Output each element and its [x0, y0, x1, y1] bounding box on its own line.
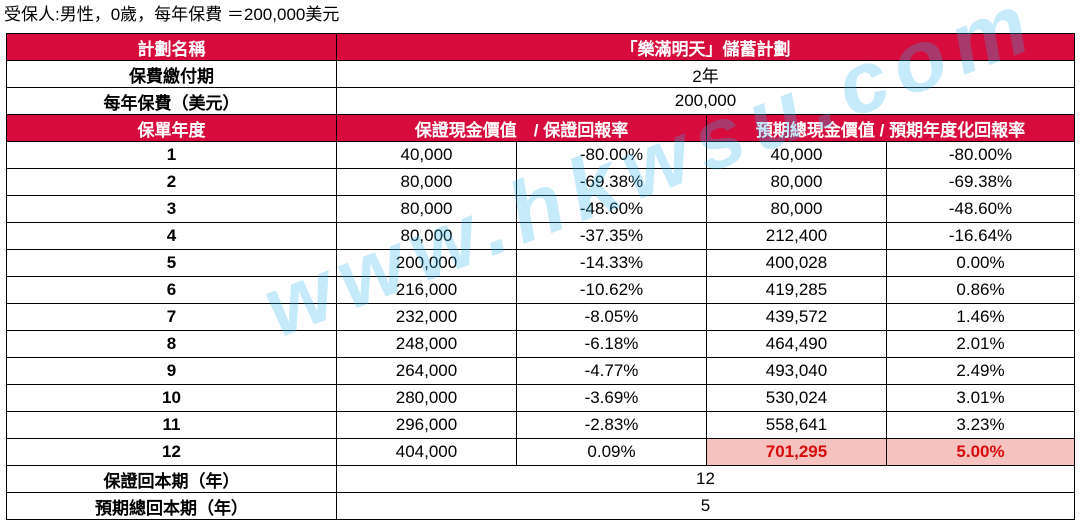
projected-return: 1.46% [886, 303, 1075, 331]
annual-premium-row: 每年保費（美元） 200,000 [6, 87, 1075, 115]
table-row: 7 232,000 -8.05% 439,572 1.46% [6, 303, 1075, 331]
guaranteed-cash-value: 80,000 [336, 168, 517, 196]
table-row: 6 216,000 -10.62% 419,285 0.86% [6, 276, 1075, 304]
policy-year: 3 [6, 195, 337, 223]
policy-year: 7 [6, 303, 337, 331]
table-row: 3 80,000 -48.60% 80,000 -48.60% [6, 195, 1075, 223]
guaranteed-breakeven-label: 保證回本期（年） [6, 465, 337, 493]
table-row: 4 80,000 -37.35% 212,400 -16.64% [6, 222, 1075, 250]
policy-year: 1 [6, 141, 337, 169]
table-row: 8 248,000 -6.18% 464,490 2.01% [6, 330, 1075, 358]
projected-breakeven-row: 預期總回本期（年） 5 [6, 492, 1075, 520]
projected-return: -48.60% [886, 195, 1075, 223]
guaranteed-return: 0.09% [516, 438, 707, 466]
projected-breakeven-value: 5 [336, 492, 1075, 520]
projected-cash-value-highlight: 701,295 [706, 438, 887, 466]
projected-return: -16.64% [886, 222, 1075, 250]
guaranteed-cash-value: 280,000 [336, 384, 517, 412]
guaranteed-return: -14.33% [516, 249, 707, 277]
projected-header: 預期總現金價值 / 預期年度化回報率 [706, 114, 1075, 142]
projected-cash-value: 80,000 [706, 195, 887, 223]
policy-year-header: 保單年度 [6, 114, 337, 142]
projected-cash-value: 493,040 [706, 357, 887, 385]
payment-term-label: 保費繳付期 [6, 60, 337, 88]
guaranteed-return: -2.83% [516, 411, 707, 439]
payment-term-value: 2年 [336, 60, 1075, 88]
guaranteed-return: -37.35% [516, 222, 707, 250]
guaranteed-cash-value: 296,000 [336, 411, 517, 439]
guaranteed-return: -48.60% [516, 195, 707, 223]
guaranteed-cash-value: 404,000 [336, 438, 517, 466]
guaranteed-return: -10.62% [516, 276, 707, 304]
guaranteed-cash-value: 80,000 [336, 195, 517, 223]
projected-breakeven-label: 預期總回本期（年） [6, 492, 337, 520]
projected-return: 2.49% [886, 357, 1075, 385]
table-row: 2 80,000 -69.38% 80,000 -69.38% [6, 168, 1075, 196]
payment-term-row: 保費繳付期 2年 [6, 60, 1075, 88]
annual-premium-value: 200,000 [336, 87, 1075, 115]
guaranteed-return: -80.00% [516, 141, 707, 169]
projected-return: 3.23% [886, 411, 1075, 439]
projected-cash-value: 558,641 [706, 411, 887, 439]
table-row: 10 280,000 -3.69% 530,024 3.01% [6, 384, 1075, 412]
plan-name: 「樂滿明天」儲蓄計劃 [336, 33, 1075, 61]
projected-cash-value: 419,285 [706, 276, 887, 304]
policy-year: 5 [6, 249, 337, 277]
guaranteed-return: -3.69% [516, 384, 707, 412]
guaranteed-header: 保證現金價值 / 保證回報率 [336, 114, 707, 142]
guaranteed-cash-value: 248,000 [336, 330, 517, 358]
policy-year: 6 [6, 276, 337, 304]
policy-year: 2 [6, 168, 337, 196]
guaranteed-return: -69.38% [516, 168, 707, 196]
savings-plan-table: 計劃名稱 「樂滿明天」儲蓄計劃 保費繳付期 2年 每年保費（美元） 200,00… [6, 33, 1075, 520]
table-row: 12 404,000 0.09% 701,295 5.00% [6, 438, 1075, 466]
policy-year: 8 [6, 330, 337, 358]
plan-name-row: 計劃名稱 「樂滿明天」儲蓄計劃 [6, 33, 1075, 61]
guaranteed-cash-value: 232,000 [336, 303, 517, 331]
projected-return: 2.01% [886, 330, 1075, 358]
guaranteed-cash-value: 264,000 [336, 357, 517, 385]
policy-year: 11 [6, 411, 337, 439]
guaranteed-cash-value: 200,000 [336, 249, 517, 277]
projected-cash-value: 439,572 [706, 303, 887, 331]
projected-cash-value: 530,024 [706, 384, 887, 412]
table-row: 11 296,000 -2.83% 558,641 3.23% [6, 411, 1075, 439]
insured-caption: 受保人:男性，0歲，每年保費 ＝200,000美元 [4, 5, 340, 24]
annual-premium-label: 每年保費（美元） [6, 87, 337, 115]
projected-return: 0.00% [886, 249, 1075, 277]
policy-year: 9 [6, 357, 337, 385]
guaranteed-cash-value: 80,000 [336, 222, 517, 250]
projected-return: -80.00% [886, 141, 1075, 169]
projected-cash-value: 464,490 [706, 330, 887, 358]
guaranteed-cash-value: 216,000 [336, 276, 517, 304]
projected-cash-value: 40,000 [706, 141, 887, 169]
table-row: 9 264,000 -4.77% 493,040 2.49% [6, 357, 1075, 385]
projected-cash-value: 212,400 [706, 222, 887, 250]
guaranteed-breakeven-value: 12 [336, 465, 1075, 493]
guaranteed-breakeven-row: 保證回本期（年） 12 [6, 465, 1075, 493]
projected-return: 3.01% [886, 384, 1075, 412]
table-row: 5 200,000 -14.33% 400,028 0.00% [6, 249, 1075, 277]
plan-name-label: 計劃名稱 [6, 33, 337, 61]
guaranteed-return: -6.18% [516, 330, 707, 358]
projected-return: 0.86% [886, 276, 1075, 304]
table-row: 1 40,000 -80.00% 40,000 -80.00% [6, 141, 1075, 169]
guaranteed-cash-value: 40,000 [336, 141, 517, 169]
projected-cash-value: 80,000 [706, 168, 887, 196]
projected-cash-value: 400,028 [706, 249, 887, 277]
policy-year: 10 [6, 384, 337, 412]
table-body: 計劃名稱 「樂滿明天」儲蓄計劃 保費繳付期 2年 每年保費（美元） 200,00… [6, 33, 1075, 520]
projected-return-highlight: 5.00% [886, 438, 1075, 466]
projected-return: -69.38% [886, 168, 1075, 196]
column-header-row: 保單年度 保證現金價值 / 保證回報率 預期總現金價值 / 預期年度化回報率 [6, 114, 1075, 142]
policy-year: 12 [6, 438, 337, 466]
guaranteed-return: -4.77% [516, 357, 707, 385]
policy-year: 4 [6, 222, 337, 250]
guaranteed-return: -8.05% [516, 303, 707, 331]
